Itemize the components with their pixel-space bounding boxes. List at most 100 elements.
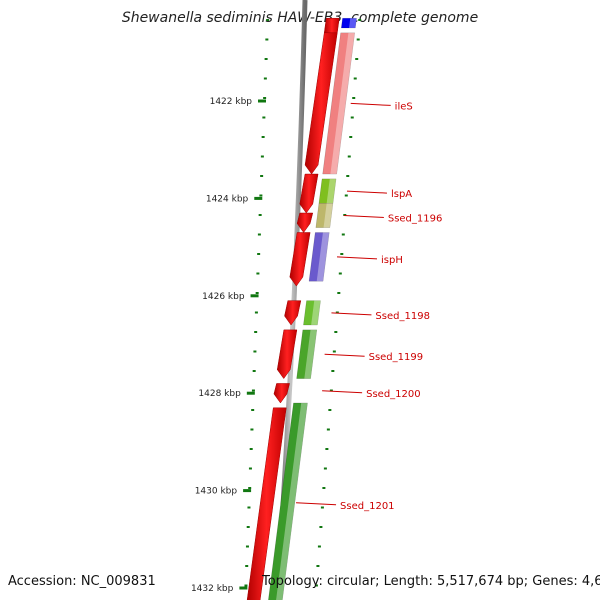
minor-tick-right: [325, 448, 329, 450]
gene-block: [268, 402, 308, 600]
gene-block: [293, 383, 311, 399]
gene-labels: ileS lspA Ssed_1196 ispH Ssed_1198 Ssed_1199 S…: [296, 101, 443, 512]
forward-gene-arrow: [276, 329, 298, 380]
minor-tick: [251, 389, 255, 392]
minor-tick: [245, 565, 249, 567]
minor-tick-right: [320, 506, 324, 509]
minor-tick-right: [331, 370, 335, 372]
major-tick: [250, 294, 259, 298]
minor-tick: [264, 58, 268, 60]
gene-block: [296, 329, 318, 379]
gene-block-highlight: [276, 402, 308, 600]
minor-tick-right: [353, 77, 357, 80]
major-tick: [254, 196, 263, 200]
minor-tick: [247, 506, 251, 509]
forward-gene-arrow: [296, 212, 314, 233]
minor-tick-right: [326, 428, 330, 431]
major-tick: [239, 586, 248, 590]
major-tick: [246, 391, 255, 395]
minor-tick: [260, 175, 264, 177]
forward-gene-arrow: [289, 232, 311, 287]
gene-label-line: [331, 312, 372, 316]
minor-tick: [258, 214, 262, 216]
minor-tick-right: [322, 487, 326, 489]
minor-tick-right: [316, 565, 320, 567]
gene-block-highlight: [349, 18, 357, 28]
forward-gene-arrow: [304, 32, 338, 175]
minor-tick-right: [314, 584, 318, 587]
major-tick: [258, 99, 266, 103]
forward-gene-arrow: [246, 407, 287, 600]
minor-tick: [252, 370, 256, 372]
minor-tick: [254, 331, 258, 333]
gene-label: Ssed_1201: [340, 501, 395, 512]
gene-label-line: [350, 102, 391, 106]
minor-tick-right: [349, 136, 353, 138]
minor-tick-right: [338, 272, 342, 275]
gene-block: [303, 300, 321, 326]
scale-ticks: 1422 kbp 1424 kbp 1426 kbp 1428 kbp 1430 kbp…: [191, 97, 266, 594]
minor-tick-right: [319, 526, 323, 528]
forward-strand-track: [246, 17, 340, 600]
minor-tick: [257, 233, 261, 236]
gene-label: ileS: [395, 101, 413, 112]
minor-tick-right: [323, 467, 327, 470]
minor-tick-right: [329, 389, 333, 392]
gene-block: [315, 203, 334, 228]
gene-track: [268, 17, 357, 600]
gene-label: Ssed_1200: [366, 389, 421, 400]
minor-tick-right: [328, 409, 332, 411]
minor-tick-right: [317, 545, 321, 548]
minor-tick-right: [356, 38, 360, 41]
gene-label: ispH: [381, 255, 403, 266]
minor-tick-right: [355, 58, 359, 60]
scale-tick-label: 1426 kbp: [202, 292, 245, 302]
gene-label-line: [346, 190, 387, 194]
gene-block-highlight: [304, 329, 317, 379]
minor-tick: [251, 409, 255, 411]
gene-label: Ssed_1196: [388, 213, 443, 224]
scale-tick-label: 1424 kbp: [206, 194, 249, 204]
minor-tick-right: [341, 233, 345, 236]
minor-tick-right: [352, 97, 356, 99]
forward-gene-arrow: [284, 300, 302, 326]
scale-tick-label: 1428 kbp: [198, 389, 241, 399]
gene-block-highlight: [326, 178, 337, 204]
gene-block: [318, 178, 337, 204]
minor-tick: [255, 292, 259, 294]
topology-label: Topology: circular; Length: 5,517,674 bp…: [262, 574, 600, 589]
gene-block-highlight: [330, 32, 355, 175]
gene-block: [308, 232, 330, 282]
gene-block-highlight: [311, 300, 321, 326]
minor-tick: [266, 19, 270, 21]
minor-tick: [265, 38, 269, 41]
minor-tick: [259, 194, 263, 197]
gene-label: Ssed_1199: [369, 352, 424, 363]
major-tick: [243, 489, 252, 493]
scale-tick-label: 1422 kbp: [210, 97, 253, 107]
minor-tick-right: [350, 116, 354, 119]
accession-label: Accession: NC_009831: [8, 574, 156, 589]
minor-tick: [263, 77, 267, 80]
minor-tick: [244, 584, 248, 587]
genome-title: Shewanella sediminis HAW-EB3, complete g…: [121, 10, 479, 26]
gene-block: [341, 17, 357, 29]
minor-tick-right: [347, 155, 351, 158]
forward-gene-arrow: [299, 173, 319, 214]
minor-tick: [250, 428, 254, 431]
minor-ticks: [244, 19, 362, 587]
minor-tick: [246, 526, 250, 528]
minor-tick: [256, 272, 260, 275]
forward-gene-arrow: [273, 383, 290, 404]
scale-tick-label: 1432 kbp: [191, 584, 234, 594]
minor-tick: [249, 448, 253, 450]
minor-tick: [248, 487, 252, 489]
minor-tick: [261, 136, 265, 138]
minor-tick-right: [344, 194, 348, 197]
minor-tick-right: [337, 292, 341, 294]
gene-label-line: [324, 353, 365, 357]
minor-tick: [257, 253, 261, 255]
minor-tick: [253, 350, 257, 353]
